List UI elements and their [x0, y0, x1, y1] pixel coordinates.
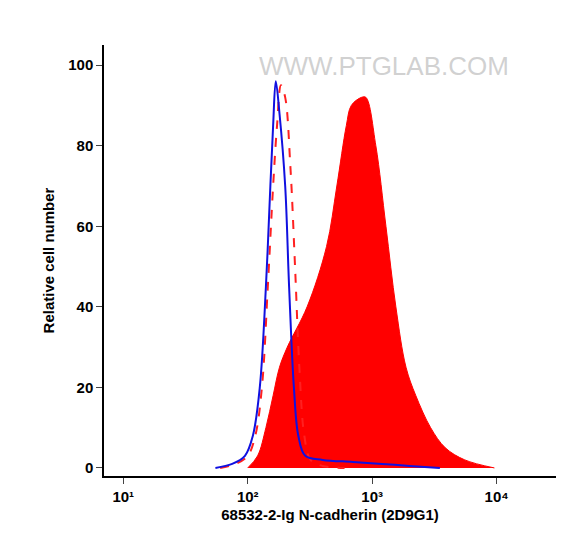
svg-text:10⁴: 10⁴	[485, 488, 509, 505]
svg-text:40: 40	[77, 298, 94, 315]
svg-text:80: 80	[77, 137, 94, 154]
svg-text:10³: 10³	[361, 488, 383, 505]
svg-text:10¹: 10¹	[112, 488, 134, 505]
svg-text:0: 0	[85, 459, 93, 476]
svg-text:68532-2-Ig N-cadherin (2D9G1): 68532-2-Ig N-cadherin (2D9G1)	[221, 506, 439, 523]
svg-text:10²: 10²	[237, 488, 259, 505]
svg-text:60: 60	[77, 218, 94, 235]
svg-text:Relative cell number: Relative cell number	[40, 187, 57, 333]
svg-text:100: 100	[68, 56, 93, 73]
svg-text:20: 20	[77, 379, 94, 396]
svg-text:WWW.PTGLAB.COM: WWW.PTGLAB.COM	[259, 51, 509, 81]
